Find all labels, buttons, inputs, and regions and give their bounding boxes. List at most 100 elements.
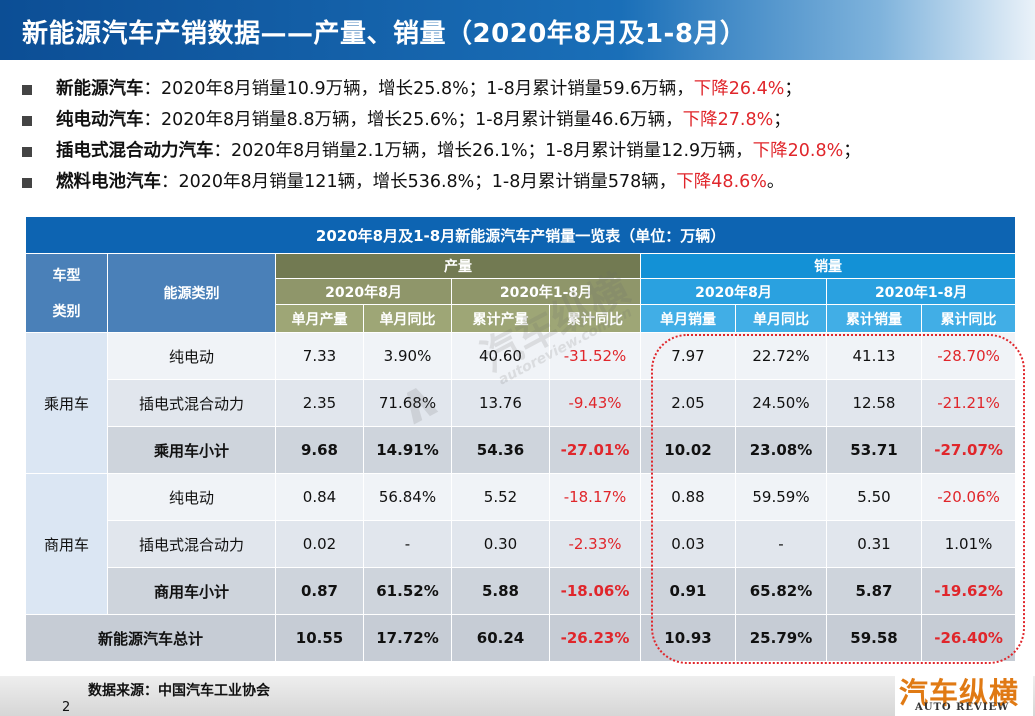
value-cell: -26.23% (549, 614, 641, 662)
value-cell: 61.52% (363, 567, 452, 615)
header-vehicle-type-line2: 类别 (52, 304, 81, 320)
value-cell: 54.36 (451, 426, 550, 474)
value-cell: 56.84% (363, 473, 452, 521)
value-cell: 0.30 (451, 520, 550, 568)
footer-band (0, 676, 1035, 716)
table-row: 插电式混合动力 0.02-0.30 -2.33% 0.03-0.31 1.01% (26, 520, 1017, 568)
value-cell: -31.52% (549, 332, 641, 380)
bullet-tail: ； (773, 110, 791, 130)
sales-production-table: 2020年8月及1-8月新能源汽车产销量一览表（单位：万辆） 车型 类别 能源类别… (24, 216, 1017, 662)
bullet-item: 燃料电池汽车：2020年8月销量121辆，增长536.8%；1-8月累计销量57… (20, 167, 1030, 198)
table-row: 乘用车小计 9.68 14.91% 54.36 -27.01% 10.02 23.08% 53… (26, 426, 1017, 474)
col-header: 单月同比 (363, 304, 452, 333)
bullet-lead: 纯电动汽车 (56, 110, 144, 130)
brand-logo: 汽车纵横 AUTO REVIEW (895, 672, 1033, 716)
value-cell: - (735, 520, 827, 568)
value-cell: 22.72% (735, 332, 827, 380)
data-source: 数据来源：中国汽车工业协会 (88, 683, 270, 699)
value-cell: 24.50% (735, 379, 827, 427)
bullet-body: ：2020年8月销量121辆，增长536.8%；1-8月累计销量578辆， (161, 172, 677, 192)
slide-title: 新能源汽车产销数据——产量、销量（2020年8月及1-8月） (22, 19, 747, 49)
value-cell: -19.62% (920, 567, 1017, 615)
value-cell: 17.72% (363, 614, 452, 662)
value-cell: 3.90% (363, 332, 452, 380)
bullet-square-icon (22, 116, 32, 126)
value-cell: 0.91 (640, 567, 736, 615)
value-cell: - (363, 520, 452, 568)
col-header: 单月产量 (275, 304, 364, 333)
bullet-square-icon (22, 178, 32, 188)
value-cell: 13.76 (451, 379, 550, 427)
bullet-lead: 燃料电池汽车 (56, 172, 161, 192)
col-header: 单月同比 (735, 304, 827, 333)
value-cell: -2.33% (549, 520, 641, 568)
bullet-lead: 新能源汽车 (56, 79, 144, 99)
value-cell: -27.01% (549, 426, 641, 474)
value-cell: -26.40% (920, 614, 1017, 662)
header-vehicle-type: 车型 类别 (25, 253, 108, 333)
bullet-body: ：2020年8月销量2.1万辆，增长26.1%；1-8月累计销量12.9万辆， (213, 141, 753, 161)
value-cell: 65.82% (735, 567, 827, 615)
value-cell: 40.60 (451, 332, 550, 380)
value-cell: 2.05 (640, 379, 736, 427)
value-cell: 7.33 (275, 332, 364, 380)
value-cell: -18.17% (549, 473, 641, 521)
bullet-decline: 下降27.8% (682, 110, 774, 130)
value-cell: 59.59% (735, 473, 827, 521)
value-cell: 1.01% (920, 520, 1017, 568)
value-cell: -27.07% (920, 426, 1017, 474)
bullet-square-icon (22, 147, 32, 157)
bullet-list: 新能源汽车：2020年8月销量10.9万辆，增长25.8%；1-8月累计销量59… (20, 74, 1030, 198)
brand-name: 汽车纵横 (899, 676, 1020, 710)
bullet-decline: 下降20.8% (752, 141, 844, 161)
bullet-item: 新能源汽车：2020年8月销量10.9万辆，增长25.8%；1-8月累计销量59… (20, 74, 1030, 105)
bullet-item: 插电式混合动力汽车：2020年8月销量2.1万辆，增长26.1%；1-8月累计销… (20, 136, 1030, 167)
header-sales-ytd: 2020年1-8月 (825, 278, 1017, 305)
value-cell: 10.93 (640, 614, 736, 662)
value-cell: 0.88 (640, 473, 736, 521)
value-cell: 59.58 (826, 614, 922, 662)
value-cell: -21.21% (920, 379, 1017, 427)
bullet-decline: 下降48.6% (676, 172, 767, 192)
value-cell: 0.03 (640, 520, 736, 568)
value-cell: 5.52 (451, 473, 550, 521)
energy-type-cell: 乘用车小计 (107, 426, 276, 474)
value-cell: 2.35 (275, 379, 364, 427)
header-production: 产量 (275, 253, 641, 279)
table-row-total: 新能源汽车总计 10.55 17.72% 60.24 -26.23% 10.93 25.79… (25, 614, 1017, 662)
value-cell: 12.58 (826, 379, 922, 427)
table-row: 乘用车 纯电动 7.33 3.90% 40.60 -31.52% 7.97 22.72% 41.… (25, 332, 1017, 474)
table-caption: 2020年8月及1-8月新能源汽车产销量一览表（单位：万辆） (24, 216, 1017, 254)
header-sales-month: 2020年8月 (640, 278, 827, 305)
col-header: 单月销量 (640, 304, 736, 333)
bullet-tail: ； (843, 141, 861, 161)
value-cell: 0.84 (275, 473, 364, 521)
value-cell: 10.55 (275, 614, 364, 662)
bullet-item: 纯电动汽车：2020年8月销量8.8万辆，增长25.6%；1-8月累计销量46.… (20, 105, 1030, 136)
title-bar: 新能源汽车产销数据——产量、销量（2020年8月及1-8月） (0, 0, 1035, 60)
table-row: 商用车 纯电动 0.84 56.84% 5.52 -18.17% 0.88 59.59% 5.5… (25, 473, 1017, 615)
value-cell: 53.71 (826, 426, 922, 474)
bullet-body: ：2020年8月销量10.9万辆，增长25.8%；1-8月累计销量59.6万辆， (143, 79, 694, 99)
bullet-body: ：2020年8月销量8.8万辆，增长25.6%；1-8月累计销量46.6万辆， (143, 110, 683, 130)
energy-type-cell: 插电式混合动力 (107, 520, 276, 568)
page-number: 2 (62, 700, 71, 715)
header-sales: 销量 (639, 253, 1017, 279)
value-cell: 25.79% (735, 614, 827, 662)
table-row: 插电式混合动力 2.35 71.68% 13.76 -9.43% 2.05 24.50% 12… (26, 379, 1017, 427)
bullet-tail: ； (784, 79, 802, 99)
brand-english: AUTO REVIEW (915, 702, 1010, 713)
value-cell: 5.50 (826, 473, 922, 521)
bullet-lead: 插电式混合动力汽车 (56, 141, 214, 161)
value-cell: -28.70% (920, 332, 1017, 380)
value-cell: 9.68 (275, 426, 364, 474)
value-cell: 41.13 (826, 332, 922, 380)
value-cell: -20.06% (920, 473, 1017, 521)
vehicle-category-cell: 商用车 (25, 473, 108, 615)
value-cell: 5.88 (451, 567, 550, 615)
header-production-month: 2020年8月 (275, 278, 452, 305)
bullet-tail: 。 (766, 172, 785, 192)
header-vehicle-type-line1: 车型 (52, 268, 81, 284)
bullet-square-icon (22, 85, 32, 95)
value-cell: 0.87 (275, 567, 364, 615)
